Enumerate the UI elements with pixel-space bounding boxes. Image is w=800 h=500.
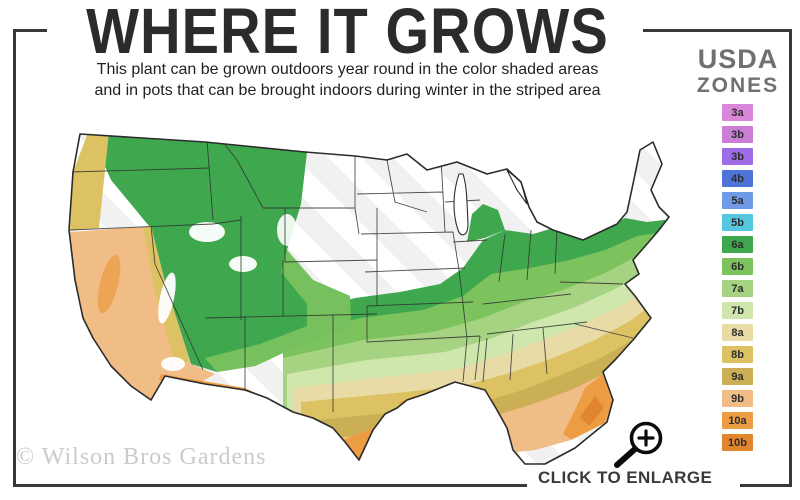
zone-swatch-5b: 5b — [722, 214, 753, 231]
zone-swatch-10b: 10b — [722, 434, 753, 451]
zone-south-texas-10a — [343, 428, 373, 462]
frame-bottom-right-segment — [740, 484, 792, 487]
west-green-region — [89, 134, 351, 372]
zone-florida-10b — [580, 396, 604, 426]
zone-swatch-5a: 5a — [722, 192, 753, 209]
zone-swatch-3b: 3b — [722, 148, 753, 165]
zone-swatch-6a: 6a — [722, 236, 753, 253]
legend-title-usda: USDA — [697, 44, 779, 74]
usda-zone-legend: 3a 3b 3b 4b 5a 5b 6a 6b 7a 7b 8a 8b 9a 9b 10a 10b — [722, 104, 753, 451]
click-to-enlarge-label[interactable]: CLICK TO ENLARGE — [538, 468, 713, 487]
legend-title: USDA ZONES — [683, 44, 793, 97]
zone-swatch-7a: 7a — [722, 280, 753, 297]
subtitle-line-2: and in pots that can be brought indoors … — [94, 82, 601, 99]
frame-top-left-segment — [13, 29, 47, 32]
state-borders — [69, 139, 634, 412]
rockies-white-patch — [229, 256, 257, 272]
zone-swatch-10a: 10a — [722, 412, 753, 429]
usa-outline — [68, 133, 670, 465]
page-title: WHERE IT GROWS — [86, 0, 609, 68]
frame-left — [13, 29, 16, 487]
central-valley-orange — [97, 254, 121, 314]
usa-hardiness-map[interactable] — [55, 112, 675, 472]
watermark: © Wilson Bros Gardens — [16, 444, 267, 470]
frame-right — [789, 29, 792, 487]
zone-swatch-8b: 8b — [722, 346, 753, 363]
zone-swatch-7b: 7b — [722, 302, 753, 319]
subtitle-line-1: This plant can be grown outdoors year ro… — [96, 61, 599, 78]
zone-lobe-michigan-6a — [467, 204, 505, 242]
rockies-white-patch — [277, 214, 297, 246]
zone-swatch-4b: 4b — [722, 170, 753, 187]
frame-bottom-left-segment — [13, 484, 527, 487]
frame-top-right-segment — [643, 29, 792, 32]
zone-swatch-8a: 8a — [722, 324, 753, 341]
zone-swatch-9a: 9a — [722, 368, 753, 385]
zone-swatch-3b: 3b — [722, 126, 753, 143]
socal-white-patch — [161, 357, 185, 371]
pnw-coast-khaki-strip — [70, 134, 109, 230]
sierra-white-patch — [158, 272, 176, 324]
legend-title-zones: ZONES — [696, 74, 780, 97]
florida-striped-tip — [517, 422, 607, 464]
west-green-light-edge — [205, 250, 351, 372]
magnifier-plus-icon[interactable] — [608, 414, 668, 472]
zone-swatch-3a: 3a — [722, 104, 753, 121]
rockies-white-patch — [189, 222, 225, 242]
zone-swatch-6b: 6b — [722, 258, 753, 275]
zone-swatch-9b: 9b — [722, 390, 753, 407]
